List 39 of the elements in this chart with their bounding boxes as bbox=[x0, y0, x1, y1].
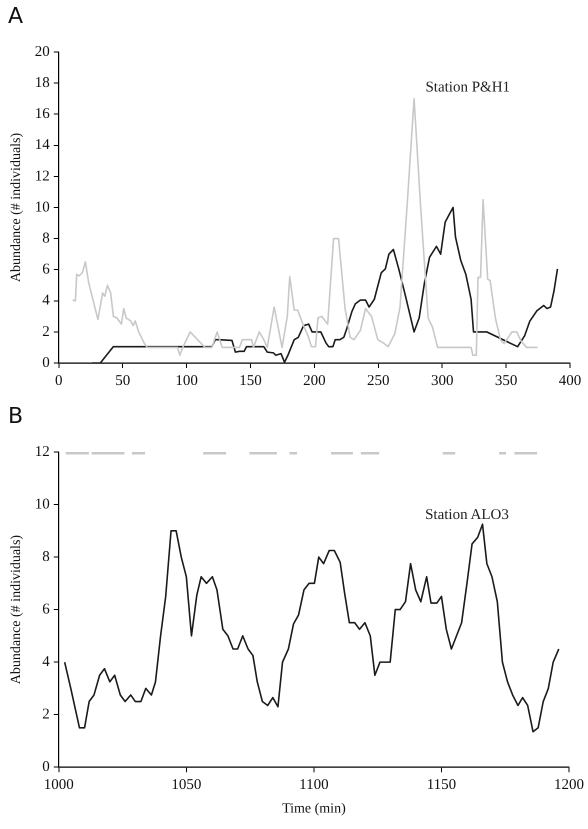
y-tick-label: 16 bbox=[34, 106, 50, 122]
x-tick-label: 200 bbox=[303, 372, 326, 389]
x-tick-label: 350 bbox=[494, 372, 518, 389]
x-tick-label: 50 bbox=[115, 372, 130, 389]
y-tick-label: 4 bbox=[42, 654, 50, 670]
y-axis-title: Abundance (# individuals) bbox=[9, 534, 24, 684]
annotation: Station ALO3 bbox=[425, 506, 509, 523]
x-tick-label: 1200 bbox=[554, 777, 584, 794]
x-tick-label: 0 bbox=[55, 372, 63, 389]
y-tick-label: 8 bbox=[42, 230, 50, 247]
x-tick-label: 1150 bbox=[426, 777, 456, 794]
chart-title: B bbox=[8, 404, 24, 429]
x-tick-label: 300 bbox=[430, 372, 454, 389]
y-tick-label: 12 bbox=[34, 444, 50, 460]
x-tick-label: 400 bbox=[558, 372, 582, 389]
chart-title: A bbox=[8, 4, 24, 29]
y-tick-label: 12 bbox=[34, 168, 50, 184]
x-tick-label: 1050 bbox=[171, 777, 202, 794]
y-tick-label: 18 bbox=[34, 75, 50, 92]
y-tick-label: 8 bbox=[42, 549, 50, 566]
y-tick-label: 14 bbox=[34, 137, 50, 154]
y-tick-label: 2 bbox=[42, 324, 50, 340]
y-tick-label: 10 bbox=[34, 199, 50, 216]
x-tick-label: 250 bbox=[367, 372, 390, 389]
y-tick-label: 6 bbox=[42, 602, 50, 618]
x-tick-label: 1000 bbox=[44, 777, 74, 794]
y-tick-label: 0 bbox=[42, 759, 50, 776]
x-tick-label: 150 bbox=[239, 372, 262, 389]
y-tick-label: 2 bbox=[42, 706, 50, 723]
x-tick-label: 1100 bbox=[299, 777, 329, 794]
x-tick-label: 100 bbox=[175, 372, 198, 389]
y-tick-label: 0 bbox=[42, 354, 50, 371]
y-axis-title: Abundance (# individuals) bbox=[9, 132, 24, 282]
y-tick-label: 4 bbox=[42, 292, 50, 309]
annotation: Station P&H1 bbox=[425, 80, 510, 96]
y-tick-label: 20 bbox=[34, 44, 50, 60]
y-tick-label: 6 bbox=[42, 262, 50, 278]
x-axis-title: Time (min) bbox=[282, 801, 346, 816]
y-tick-label: 10 bbox=[34, 496, 50, 512]
